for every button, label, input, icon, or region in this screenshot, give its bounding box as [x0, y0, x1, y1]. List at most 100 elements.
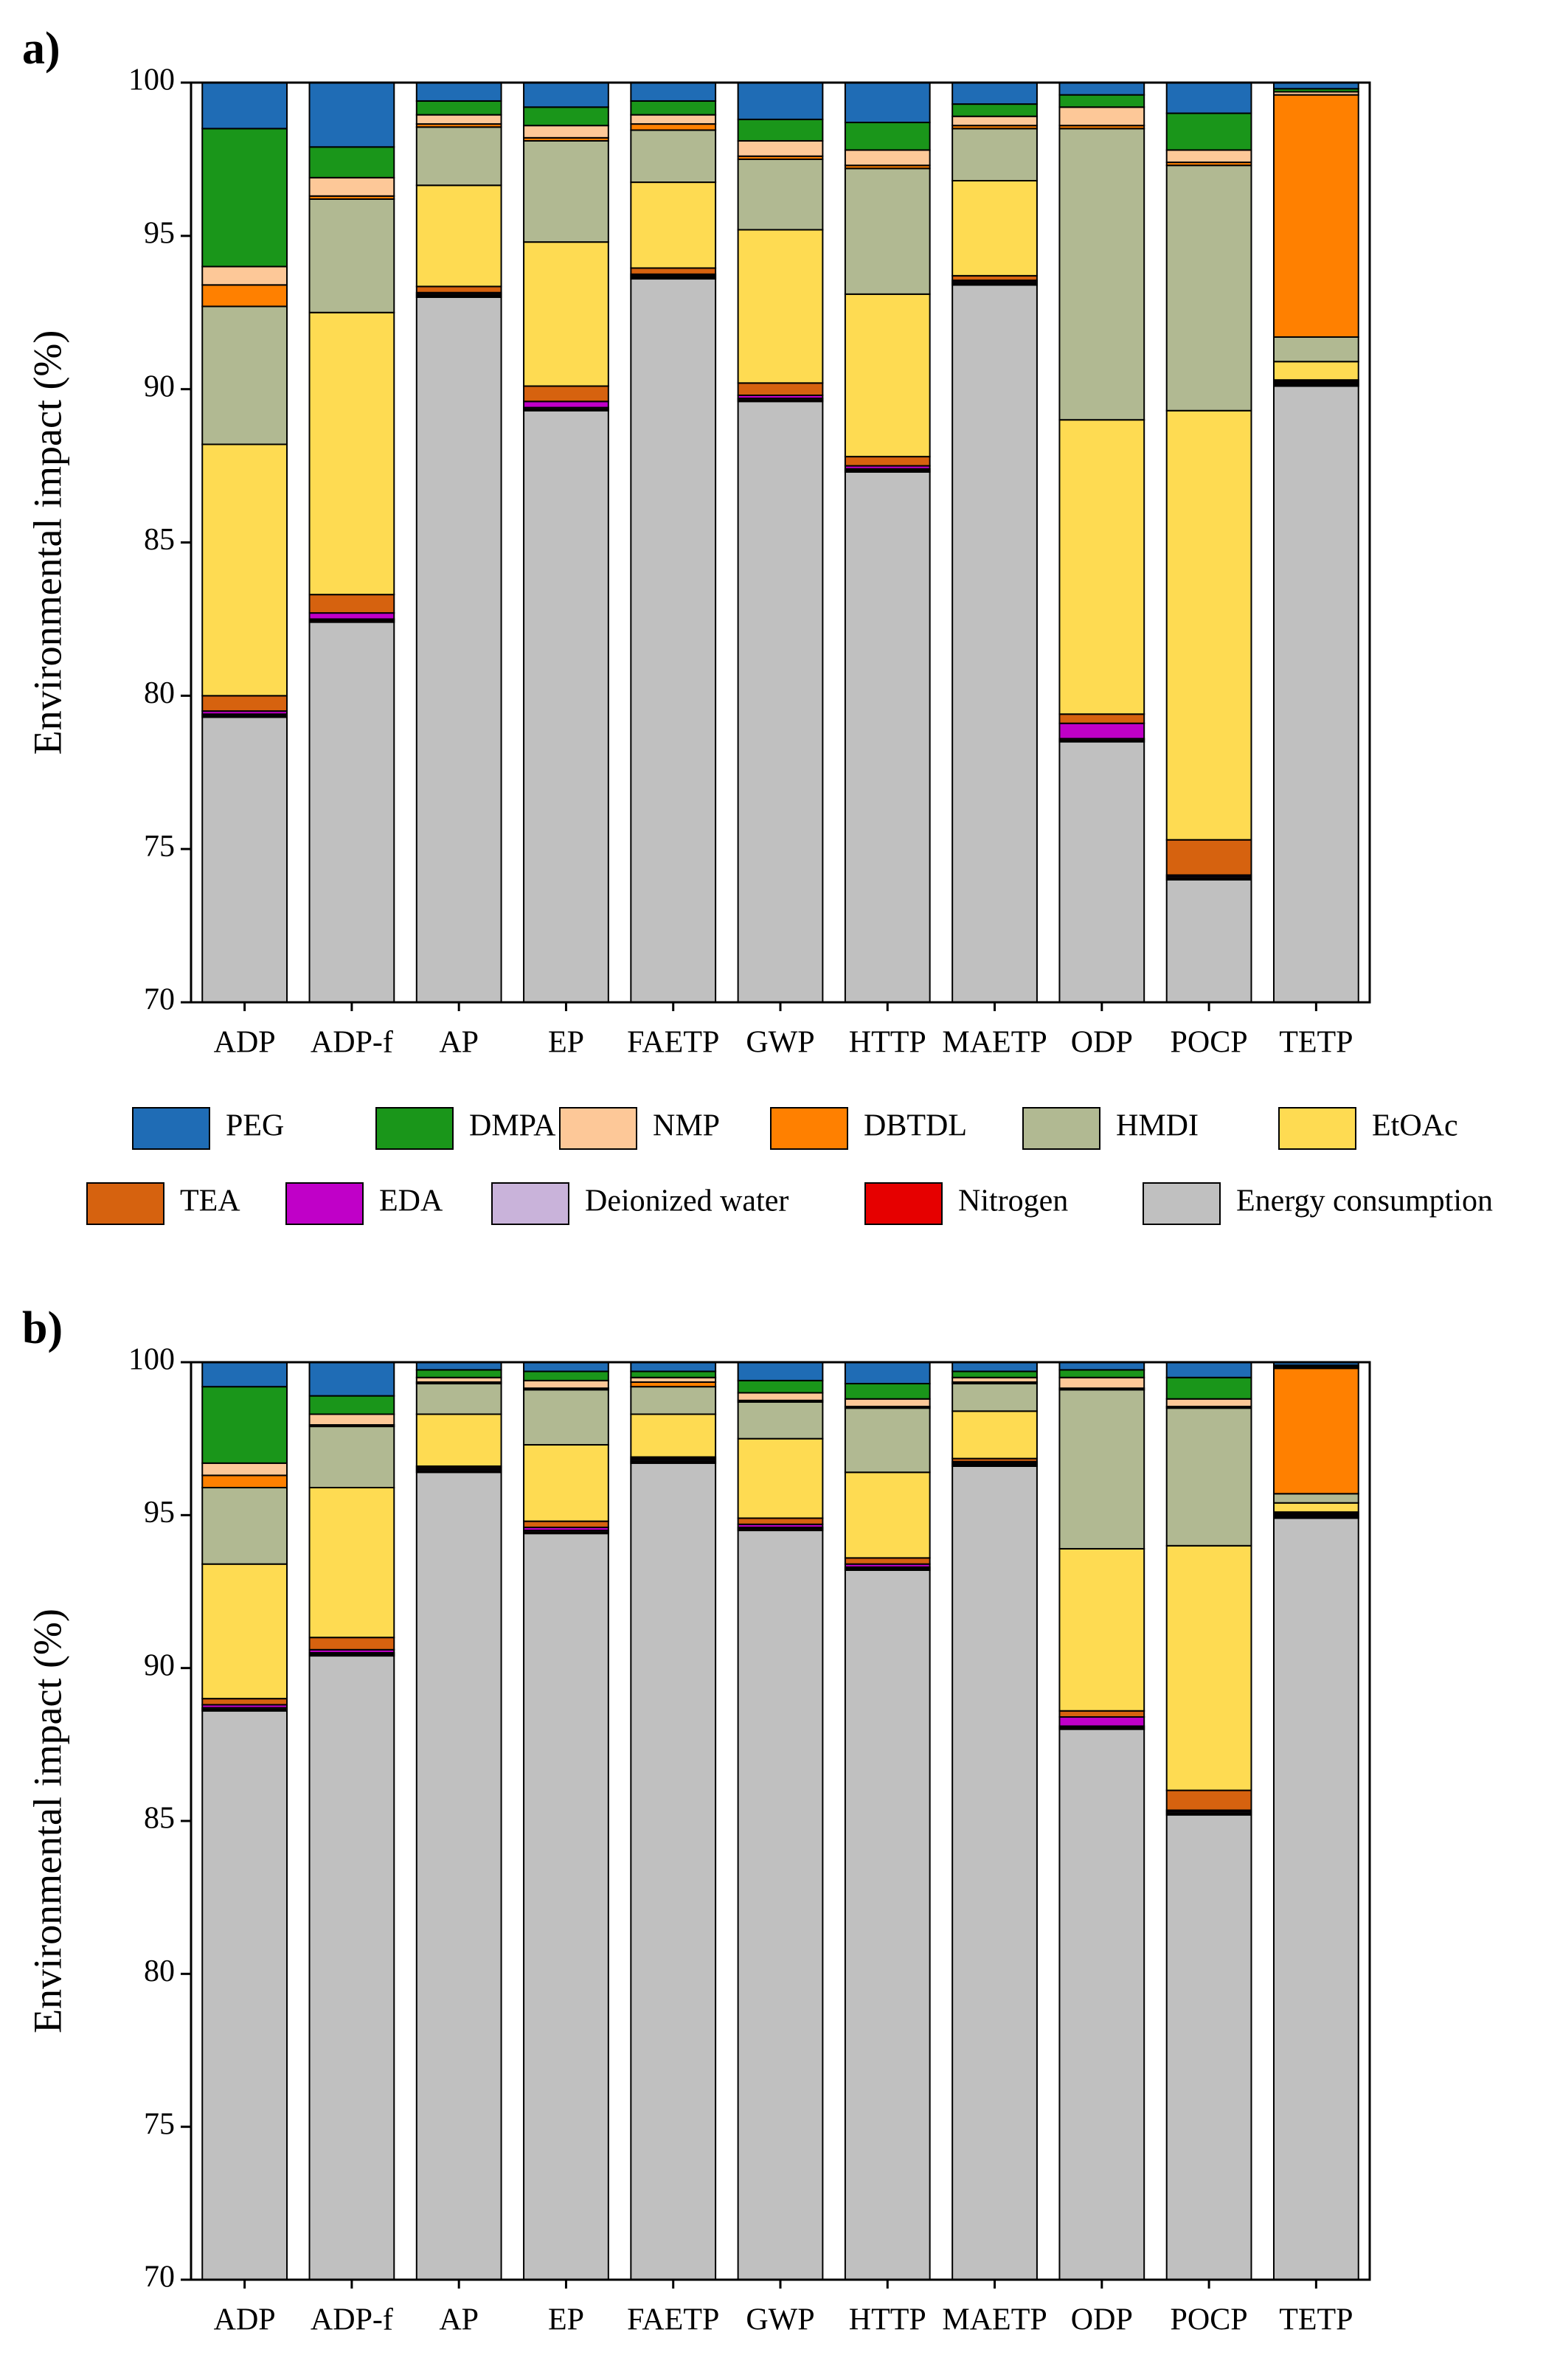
bar-segment	[737, 158, 824, 231]
bar-segment	[1165, 1361, 1252, 1378]
x-tick-label: MAETP	[942, 2303, 1047, 2337]
bar-segment	[415, 1383, 502, 1415]
bar-segment	[201, 82, 288, 130]
bar-segment	[630, 123, 717, 131]
panel-label: b)	[22, 1303, 63, 1353]
x-tick-label: FAETP	[627, 2303, 719, 2337]
legend-label: PEG	[226, 1109, 284, 1143]
bar-segment	[630, 129, 717, 184]
x-tick-label: POCP	[1171, 1026, 1248, 1060]
bar-segment	[1165, 1544, 1252, 1791]
bar-segment	[1165, 1376, 1252, 1400]
legend-label: NMP	[653, 1109, 720, 1143]
y-tick-label: 85	[144, 523, 175, 557]
bar-segment	[1058, 1369, 1145, 1378]
bar-segment	[415, 285, 502, 294]
bar-segment	[308, 1655, 395, 2281]
bar-segment	[1058, 1547, 1145, 1712]
x-tick-label: TETP	[1279, 1026, 1353, 1060]
bar-segment	[308, 1361, 395, 1397]
bar-segment	[630, 100, 717, 116]
bar-segment	[737, 382, 824, 396]
bar-segment	[844, 1569, 931, 2281]
legend-label: Deionized water	[585, 1184, 788, 1218]
bar-segment	[630, 1413, 717, 1458]
x-tick-label: AP	[439, 2303, 479, 2337]
bar-segment	[737, 1437, 824, 1519]
x-tick-label: MAETP	[942, 1026, 1047, 1060]
bar-segment	[1165, 1814, 1252, 2281]
bar-segment	[630, 181, 717, 269]
bar-segment	[737, 1401, 824, 1440]
bar-segment	[415, 100, 502, 116]
bar-segment	[415, 1361, 502, 1371]
legend-swatch	[375, 1107, 454, 1150]
bar-segment	[951, 115, 1038, 127]
bar-segment	[1058, 740, 1145, 1004]
legend-label: DBTDL	[864, 1109, 967, 1143]
bar-segment	[1058, 1716, 1145, 1727]
bar-segment	[1165, 112, 1252, 151]
bar-segment	[844, 1383, 931, 1400]
legend-label: HMDI	[1116, 1109, 1199, 1143]
bar-segment	[415, 184, 502, 288]
bar-segment	[844, 1407, 931, 1474]
bar-segment	[1165, 82, 1252, 114]
bar-segment	[1165, 409, 1252, 841]
legend-swatch	[1022, 1107, 1100, 1150]
bar-segment	[1058, 1389, 1145, 1550]
panel-label: a)	[22, 24, 60, 74]
plot-frame	[190, 81, 1371, 1004]
legend-label: EtOAc	[1372, 1109, 1458, 1143]
x-tick-label: HTTP	[849, 1026, 926, 1060]
bar-segment	[951, 103, 1038, 117]
y-tick-label: 90	[144, 1648, 175, 1682]
bar-segment	[201, 1474, 288, 1489]
bar-segment	[951, 180, 1038, 277]
bar-segment	[415, 1471, 502, 2280]
bar-segment	[1165, 839, 1252, 876]
bar-segment	[630, 1462, 717, 2280]
x-tick-label: ADP	[214, 2303, 276, 2337]
x-tick-label: ADP-f	[311, 2303, 393, 2337]
legend-swatch	[132, 1107, 210, 1150]
bar-segment	[308, 146, 395, 178]
legend-swatch	[1278, 1107, 1356, 1150]
bar-segment	[201, 284, 288, 308]
x-tick-label: EP	[548, 1026, 584, 1060]
bar-segment	[523, 1533, 609, 2281]
bar-segment	[630, 1386, 717, 1415]
bar-segment	[523, 82, 609, 108]
bar-segment	[951, 1465, 1038, 2280]
bar-segment	[844, 1471, 931, 1559]
plot-frame	[190, 1361, 1371, 2281]
bar-segment	[523, 125, 609, 139]
bar-segment	[201, 1487, 288, 1565]
x-tick-label: TETP	[1279, 2303, 1353, 2337]
bar-segment	[737, 400, 824, 1003]
bar-segment	[201, 1563, 288, 1700]
x-tick-label: ODP	[1071, 2303, 1133, 2337]
bar-segment	[1058, 1728, 1145, 2281]
bar-segment	[308, 176, 395, 197]
bar-segment	[844, 471, 931, 1003]
legend-swatch	[559, 1107, 637, 1150]
bar-segment	[415, 114, 502, 125]
bar-segment	[201, 1710, 288, 2280]
bar-segment	[1165, 1398, 1252, 1408]
bar-segment	[523, 106, 609, 127]
y-tick-label: 75	[144, 2107, 175, 2141]
bar-segment	[737, 1361, 824, 1381]
bar-segment	[737, 139, 824, 157]
bar-segment	[951, 128, 1038, 182]
bar-segment	[201, 1462, 288, 1477]
bar-segment	[308, 1637, 395, 1651]
bar-segment	[630, 1361, 717, 1373]
bar-segment	[737, 1530, 824, 2280]
bar-segment	[415, 82, 502, 102]
y-axis-label: Environmental impact (%)	[25, 330, 69, 755]
y-tick-label: 80	[144, 1954, 175, 1988]
y-tick-label: 100	[128, 63, 175, 97]
bar-segment	[844, 1398, 931, 1408]
bar-segment	[844, 122, 931, 151]
